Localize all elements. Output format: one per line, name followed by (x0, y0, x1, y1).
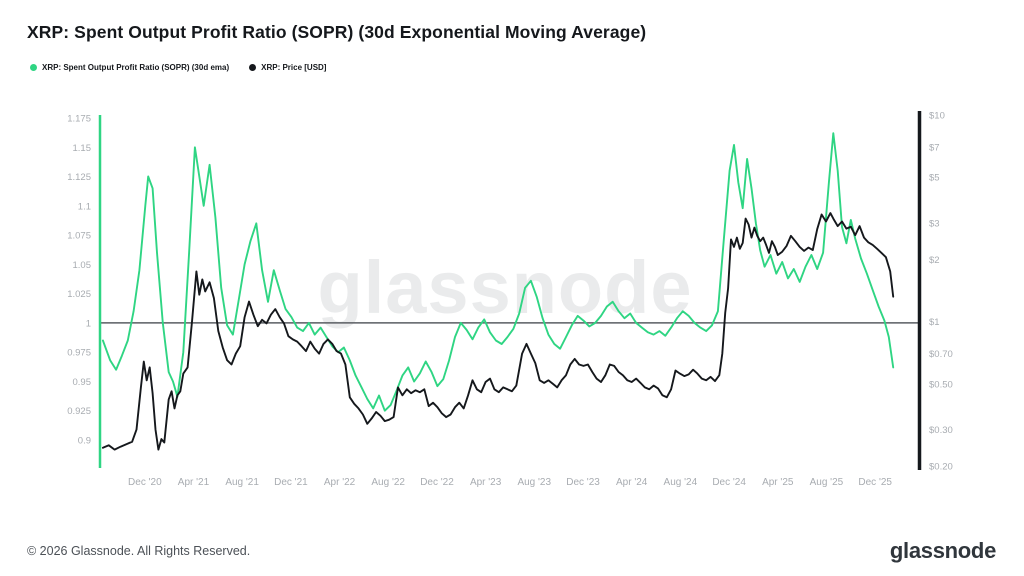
right-axis-tick-label: $0.20 (929, 462, 953, 473)
x-axis-tick-label: Dec '23 (566, 477, 600, 488)
left-axis-tick-label: 1.125 (67, 172, 91, 183)
glassnode-logo-wordmark: glassnode (889, 538, 996, 563)
copyright-text: © 2026 Glassnode. All Rights Reserved. (27, 544, 251, 558)
x-axis-tick-label: Apr '21 (178, 477, 210, 488)
sopr-series-line (101, 132, 895, 412)
x-axis-tick-label: Dec '20 (128, 477, 162, 488)
x-axis-tick-label: Apr '25 (762, 477, 794, 488)
left-axis-tick-label: 0.9 (78, 436, 91, 447)
right-axis-tick-label: $10 (929, 111, 945, 122)
chart-legend: XRP: Spent Output Profit Ratio (SOPR) (3… (30, 63, 326, 72)
x-axis-tick-label: Dec '24 (712, 477, 746, 488)
x-axis-tick-label: Aug '22 (371, 477, 405, 488)
left-axis-tick-label: 1.05 (73, 260, 92, 271)
left-axis-tick-label: 1.15 (73, 143, 92, 154)
sopr-series-dot-icon (30, 64, 37, 71)
left-axis-tick-label: 1.075 (67, 231, 91, 242)
right-axis-tick-label: $3 (929, 219, 940, 230)
left-axis-tick-label: 0.925 (67, 406, 91, 417)
legend-item-price[interactable]: XRP: Price [USD] (249, 63, 326, 72)
right-axis-tick-label: $1 (929, 317, 940, 328)
legend-item-sopr[interactable]: XRP: Spent Output Profit Ratio (SOPR) (3… (30, 63, 229, 72)
right-axis-tick-label: $0.50 (929, 379, 953, 390)
left-axis-tick-label: 1 (86, 318, 91, 329)
left-axis-tick-label: 1.1 (78, 201, 91, 212)
price-series-dot-icon (249, 64, 257, 71)
x-axis-tick-label: Dec '21 (274, 477, 308, 488)
left-axis-tick-label: 1.025 (67, 289, 91, 300)
left-axis-tick-label: 0.95 (73, 377, 92, 388)
legend-label-price: XRP: Price [USD] (261, 63, 327, 72)
x-axis-tick-label: Aug '24 (664, 477, 698, 488)
page-title: XRP: Spent Output Profit Ratio (SOPR) (3… (27, 22, 647, 42)
right-axis-tick-label: $7 (929, 143, 940, 154)
x-axis-tick-label: Apr '23 (470, 477, 502, 488)
x-axis-tick-label: Aug '25 (810, 477, 844, 488)
left-axis-tick-label: 0.975 (67, 348, 91, 359)
left-axis-tick-label: 1.175 (67, 114, 91, 125)
x-axis-tick-label: Aug '23 (517, 477, 551, 488)
x-axis-tick-label: Dec '22 (420, 477, 454, 488)
x-axis-tick-label: Aug '21 (225, 477, 259, 488)
right-axis-tick-label: $0.30 (929, 425, 953, 436)
glassnode-watermark: glassnode (318, 246, 693, 329)
legend-label-sopr: XRP: Spent Output Profit Ratio (SOPR) (3… (42, 63, 230, 72)
x-axis-tick-label: Dec '25 (858, 477, 892, 488)
x-axis-tick-label: Apr '22 (324, 477, 356, 488)
right-axis-tick-label: $5 (929, 173, 940, 184)
right-axis-tick-label: $0.70 (929, 349, 953, 360)
right-axis-tick-label: $2 (929, 255, 940, 266)
x-axis-tick-label: Apr '24 (616, 477, 648, 488)
price-series-line (101, 212, 895, 451)
